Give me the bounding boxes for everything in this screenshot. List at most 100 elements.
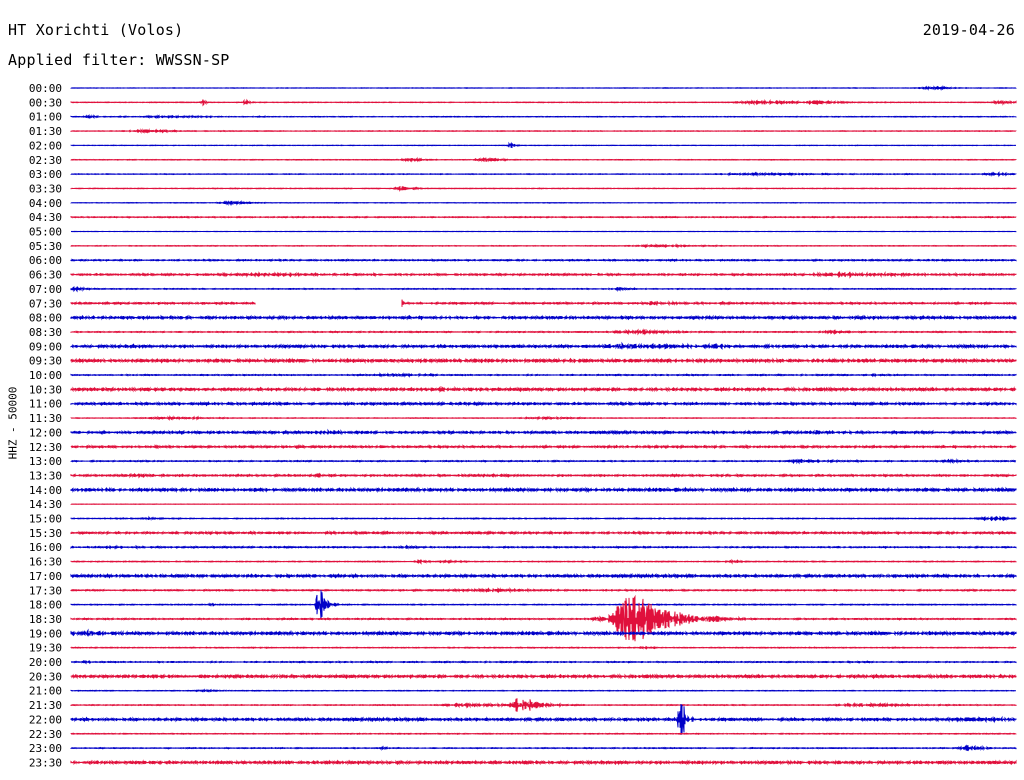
seismic-trace <box>70 314 1017 321</box>
trace-row-0930: 09:30 <box>29 355 1017 368</box>
time-label: 05:00 <box>29 226 62 239</box>
seismic-trace <box>70 594 1017 642</box>
seismic-trace <box>70 673 1017 680</box>
trace-row-0900: 09:00 <box>29 340 1017 353</box>
trace-row-1730: 17:30 <box>29 584 1017 597</box>
trace-row-0000: 00:00 <box>29 82 1017 95</box>
time-label: 06:30 <box>29 269 62 282</box>
time-label: 09:00 <box>29 340 62 353</box>
seismic-trace <box>70 286 1017 293</box>
trace-row-1000: 10:00 <box>29 369 1017 382</box>
trace-row-0100: 01:00 <box>29 111 1017 124</box>
time-label: 14:00 <box>29 484 62 497</box>
time-label: 07:00 <box>29 283 62 296</box>
seismic-trace <box>70 428 1017 436</box>
time-label: 23:00 <box>29 742 62 755</box>
time-label: 20:30 <box>29 670 62 683</box>
seismic-trace <box>70 85 1017 91</box>
trace-row-1300: 13:00 <box>29 455 1017 468</box>
time-label: 00:30 <box>29 96 62 109</box>
seismic-trace <box>70 628 1017 637</box>
time-label: 19:00 <box>29 627 62 640</box>
seismic-trace <box>70 415 1017 422</box>
seismic-trace <box>70 400 1017 407</box>
trace-row-0200: 02:00 <box>29 139 1017 152</box>
seismic-trace <box>70 171 1017 178</box>
seismic-trace <box>70 590 1017 620</box>
filter-label: Applied filter: WWSSN-SP <box>8 51 230 69</box>
trace-row-2230: 22:30 <box>29 728 1017 741</box>
time-label: 10:30 <box>29 383 62 396</box>
trace-row-1330: 13:30 <box>29 469 1017 482</box>
station-title: HT Xorichti (Volos) <box>8 21 184 39</box>
time-label: 02:30 <box>29 154 62 167</box>
seismic-trace <box>70 114 1017 120</box>
seismic-trace <box>70 698 1017 712</box>
seismic-trace <box>70 515 1017 522</box>
seismic-trace <box>70 659 1017 665</box>
time-label: 12:30 <box>29 441 62 454</box>
trace-row-2100: 21:00 <box>29 685 1016 698</box>
trace-row-0500: 05:00 <box>29 226 1017 239</box>
trace-row-0400: 04:00 <box>29 197 1017 210</box>
time-label: 01:00 <box>29 111 62 124</box>
seismic-trace <box>70 759 1017 766</box>
trace-row-1430: 14:30 <box>29 498 1017 511</box>
trace-row-0630: 06:30 <box>29 269 1017 282</box>
trace-row-2030: 20:30 <box>29 670 1017 683</box>
trace-row-0700: 07:00 <box>29 283 1017 296</box>
seismic-trace <box>70 572 1017 580</box>
trace-row-1830: 18:30 <box>29 594 1017 642</box>
seismic-trace <box>70 243 1017 249</box>
trace-row-1500: 15:00 <box>29 513 1017 526</box>
trace-row-0530: 05:30 <box>29 240 1017 253</box>
time-label: 03:00 <box>29 168 62 181</box>
seismic-trace <box>70 200 1017 207</box>
time-label: 22:00 <box>29 713 62 726</box>
time-label: 18:30 <box>29 613 62 626</box>
time-label: 20:00 <box>29 656 62 669</box>
time-label: 14:30 <box>29 498 62 511</box>
trace-row-1400: 14:00 <box>29 484 1017 497</box>
seismic-trace <box>70 156 1017 163</box>
time-label: 21:30 <box>29 699 62 712</box>
time-label: 08:30 <box>29 326 62 339</box>
seismic-trace <box>70 688 1016 693</box>
time-label: 16:00 <box>29 541 62 554</box>
trace-row-1030: 10:30 <box>29 383 1017 396</box>
time-label: 22:30 <box>29 728 62 741</box>
trace-row-0600: 06:00 <box>29 254 1017 267</box>
seismic-trace <box>70 458 1017 465</box>
seismic-trace <box>70 328 1017 336</box>
time-label: 04:00 <box>29 197 62 210</box>
seismic-trace <box>70 141 1017 149</box>
time-label: 15:00 <box>29 513 62 526</box>
time-label: 01:30 <box>29 125 62 138</box>
trace-row-0830: 08:30 <box>29 326 1017 339</box>
time-label: 02:00 <box>29 139 62 152</box>
seismic-trace <box>70 185 1017 193</box>
time-label: 06:00 <box>29 254 62 267</box>
trace-row-0730: 07:30 <box>29 297 1017 310</box>
seismic-trace <box>70 385 1017 393</box>
time-label: 13:30 <box>29 469 62 482</box>
date-label: 2019-04-26 <box>922 21 1015 39</box>
time-label: 21:00 <box>29 685 62 698</box>
time-label: 12:00 <box>29 426 62 439</box>
trace-row-1900: 19:00 <box>29 627 1017 640</box>
seismic-trace <box>70 270 1017 279</box>
time-label: 10:00 <box>29 369 62 382</box>
seismic-trace <box>70 544 1017 550</box>
time-label: 11:30 <box>29 412 62 425</box>
seismic-trace <box>70 732 1017 736</box>
seismic-trace <box>70 444 1017 450</box>
time-label: 16:30 <box>29 556 62 569</box>
seismic-trace <box>70 472 1017 479</box>
seismic-trace <box>70 98 1017 107</box>
time-label: 07:30 <box>29 297 62 310</box>
trace-row-1230: 12:30 <box>29 441 1017 454</box>
time-label: 05:30 <box>29 240 62 253</box>
time-label: 08:00 <box>29 312 62 325</box>
trace-row-0300: 03:00 <box>29 168 1017 181</box>
seismic-trace <box>70 703 1017 735</box>
